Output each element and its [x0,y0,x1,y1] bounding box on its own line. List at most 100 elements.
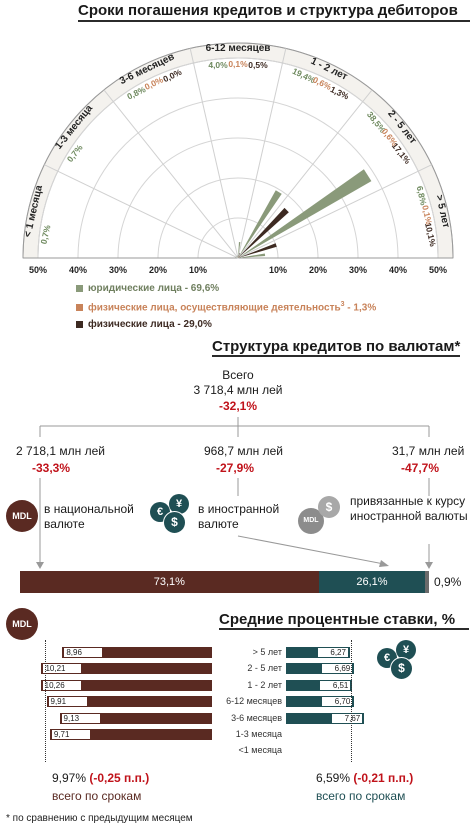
section1-title: Сроки погашения кредитов и структура деб… [78,2,458,19]
axis-tick-right: 40% [389,265,407,275]
rate-bar-mdl: 9,13 [59,712,212,724]
national-text: в национальной валюте [44,502,134,531]
axis-tick-left: 20% [149,265,167,275]
tree-connectors [36,417,433,569]
currency-stacked-bar: 73,1% 26,1% [20,571,429,593]
rate-bar-mdl: 10,21 [41,663,212,675]
pegged-share-label: 0,9% [434,575,462,589]
rate-value-mdl: 9,71 [51,730,90,739]
foreign-currency-icon-rates: € ¥ $ [377,640,423,680]
grid-arc [157,177,319,259]
total-label: Всего [222,368,254,382]
pegged-change: -47,7% [401,461,440,475]
axis-tick-right: 10% [269,265,287,275]
axis-tick-left: 50% [29,265,47,275]
rate-value-mdl: 10,21 [43,664,82,674]
rate-bar-mdl: 9,71 [49,729,212,740]
average-line-mdl [45,640,46,762]
rate-bar-foreign: 7,67 [286,712,365,724]
outer-arc [22,42,454,259]
legend-entrepreneurs: физические лица, осуществляющие деятельн… [76,301,376,313]
sector-value: 0,7% [38,224,52,246]
rate-value-mdl: 10,26 [42,680,81,690]
rate-category-label: 2 - 5 лет [247,663,282,674]
section3-title: Средние процентные ставки, % [219,611,456,628]
legend-individuals-swatch [76,320,83,328]
sector-label: 6-12 месяцев [206,43,271,54]
radial-bar-0-2 [236,254,238,258]
right-total-label: всего по срокам [316,789,406,803]
rate-bar-mdl: 9,91 [46,696,212,708]
rate-value-mdl: 9,13 [61,713,100,723]
legend-legal-swatch [76,284,83,292]
foreign-change: -27,9% [216,461,255,475]
radial-bar-0-3 [238,242,241,258]
rate-category-label: 3-6 месяцев [231,712,282,723]
radial-bar-0-5 [238,169,372,258]
rate-value-foreign: 6,51 [320,680,351,690]
grid-arc [117,137,359,259]
rate-bar-mdl: 8,96 [62,647,212,658]
right-total: 6,59% (-0,21 п.п.) [316,771,413,785]
national-value: 2 718,1 млн лей [16,444,105,458]
radial-bar-2-4 [238,253,240,258]
rate-bar-mdl: 10,26 [40,679,212,691]
yen-coin-icon: ¥ [169,494,189,514]
radial-bar-0-4 [238,190,282,258]
radial-bar-1-4 [238,255,240,258]
axis-tick-left: 30% [109,265,127,275]
bar-segment-national: 73,1% [20,571,319,593]
rate-value-foreign: 7,67 [332,713,363,723]
pegged-currency-icon: MDL $ [298,496,346,534]
axis-tick-right: 20% [309,265,327,275]
sector-divider [189,48,239,259]
foreign-currency-icon: € ¥ $ [150,494,196,534]
grid-arc [37,57,439,259]
rate-value-foreign: 6,27 [317,648,348,657]
legend-entrepreneurs-swatch [76,304,83,312]
radial-bar-2-6 [238,243,277,258]
section2-title-underline [212,355,460,357]
rate-value-mdl: 9,91 [48,697,87,707]
rate-value-mdl: 8,96 [64,648,103,657]
rate-category-label: 1 - 2 лет [247,679,282,690]
pegged-value: 31,7 млн лей [392,444,465,458]
rate-category-label: > 5 лет [252,647,282,657]
bar-segment-foreign: 26,1% [318,571,426,593]
interest-rate-chart: > 5 лет 8,96 6,27 2 - 5 лет 10,21 6,69 1 - 2 л… [0,640,475,765]
dollar-coin-icon-2: $ [390,657,413,680]
left-total: 9,97% (-0,25 п.п.) [52,771,149,785]
radial-bar-0-1 [235,255,238,258]
sector-value: 0,5% [248,60,268,70]
radial-bar-0-6 [238,253,266,258]
total-change: -32,1% [218,399,258,413]
rate-bar-foreign: 6,51 [286,679,353,691]
sector-divider [44,164,239,259]
sector-value: 4,0% [208,60,228,70]
rate-category-label: 6-12 месяцев [226,696,282,707]
pegged-text: привязанные к курсу иностранной валюты [350,494,468,523]
legend-legal: юридические лица - 69,6% [76,283,219,294]
sector-divider [237,89,373,259]
axis-tick-left: 10% [189,265,207,275]
sector-value: 0,1% [228,59,248,69]
pegged-dollar-coin-icon: $ [318,496,340,518]
radial-bar-1-5 [238,256,240,258]
rate-category-label: <1 месяца [238,745,283,756]
foreign-value: 968,7 млн лей [204,444,283,458]
left-total-value: 9,97% [52,771,87,785]
left-total-label: всего по срокам [52,789,142,803]
rate-category-label: 1-3 месяца [235,729,282,739]
sector-divider [237,164,432,259]
sector-divider [237,48,287,259]
radial-bar-2-5 [238,207,289,258]
bar-segment-pegged [425,571,429,593]
section1-title-underline [78,20,470,22]
mdl-icon-rates: MDL [6,608,38,640]
foreign-text: в иностранной валюте [198,502,280,531]
sector-value: 0,1% [420,204,434,226]
dollar-coin-icon: $ [163,511,186,534]
axis-tick-left: 40% [69,265,87,275]
yen-coin-icon-2: ¥ [396,640,416,660]
